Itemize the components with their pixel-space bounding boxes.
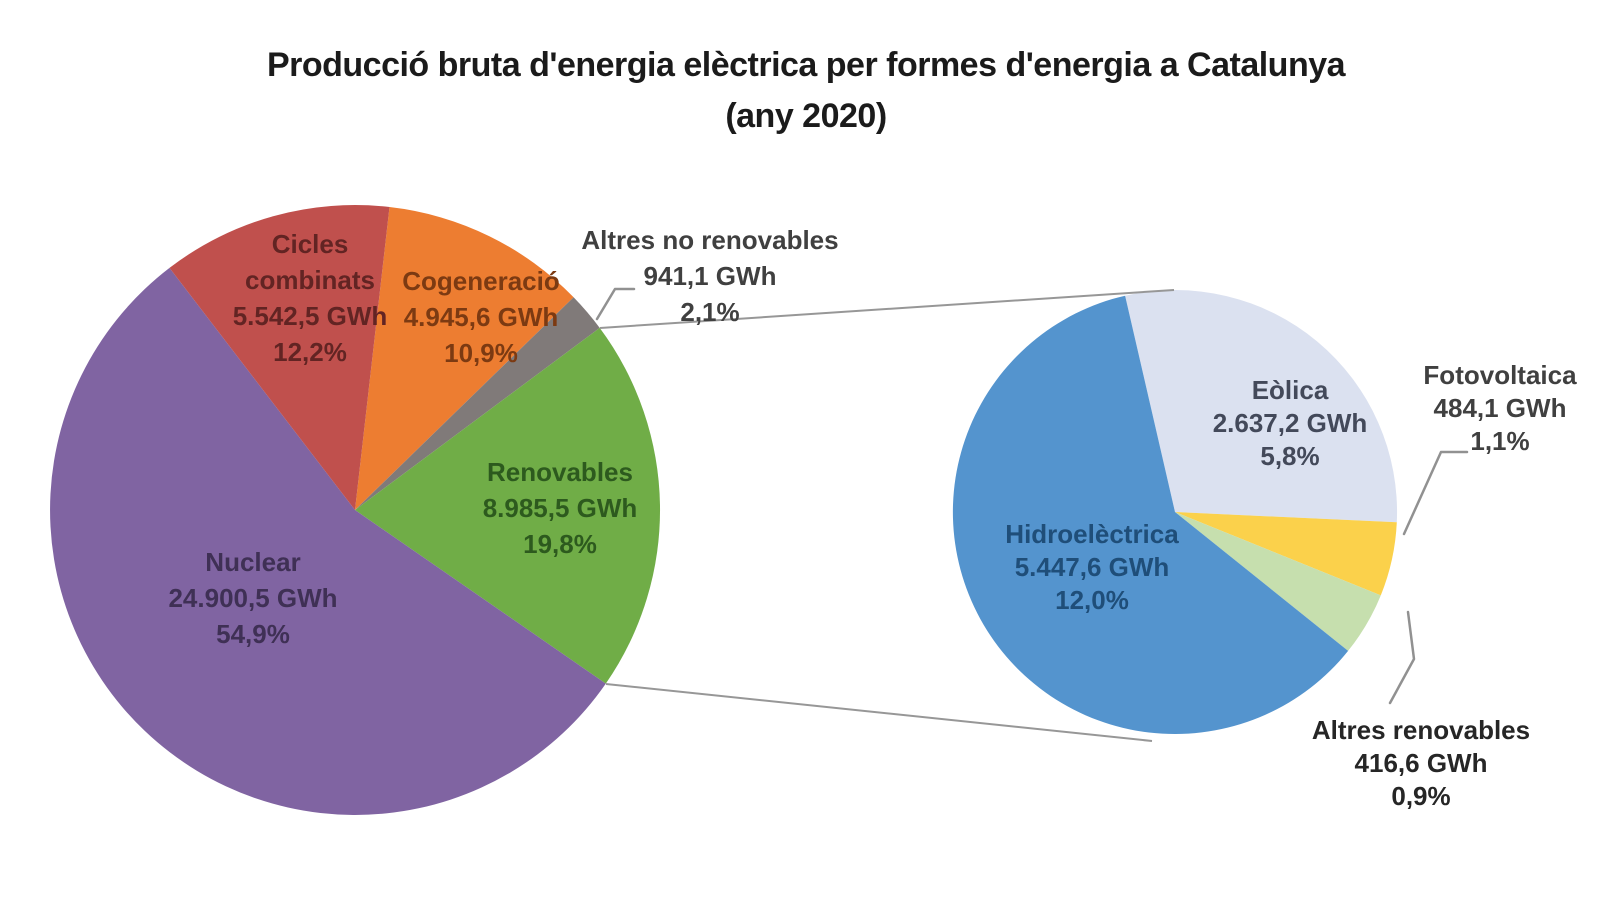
slice-gwh: 4.945,6 GWh [403, 302, 559, 332]
series-line-lower [605, 683, 1153, 742]
leader-altres-no-renovables [595, 287, 636, 321]
slice-pct: 12,2% [273, 337, 347, 367]
label-altres-no-renovables: Altres no renovables 941,1 GWh 2,1% [581, 222, 838, 330]
slice-name: Hidroelèctrica [1005, 519, 1179, 549]
slice-gwh: 416,6 GWh [1354, 748, 1488, 778]
slice-gwh: 941,1 GWh [643, 261, 777, 291]
slice-pct: 0,9% [1391, 781, 1451, 811]
label-eolica: Eòlica 2.637,2 GWh 5,8% [1213, 374, 1368, 473]
slice-pct: 2,1% [680, 297, 740, 327]
slice-name: Fotovoltaica [1423, 360, 1577, 390]
slice-pct: 12,0% [1055, 585, 1129, 615]
slice-name: Cicles combinats [244, 229, 376, 295]
label-hidroelectrica: Hidroelèctrica 5.447,6 GWh 12,0% [1005, 518, 1178, 617]
pie-slice-renovables [355, 327, 661, 684]
label-altres-renovables: Altres renovables 416,6 GWh 0,9% [1312, 714, 1530, 813]
slice-pct: 19,8% [523, 529, 597, 559]
pie-slice-nuclear [50, 267, 606, 815]
secondary-pie [952, 290, 1398, 735]
slice-gwh: 8.985,5 GWh [482, 493, 638, 523]
pie-slice-fotovoltaica [1175, 512, 1397, 596]
slice-pct: 54,9% [216, 619, 290, 649]
chart-title-line1: Producció bruta d'energia elèctrica per … [266, 46, 1346, 84]
label-nuclear: Nuclear 24.900,5 GWh 54,9% [168, 544, 337, 652]
pie-slice-cicles-combinats [169, 205, 390, 511]
leader-lines [595, 287, 1469, 705]
slice-name: Nuclear [205, 547, 301, 577]
pie-slice-altres-no-renovables [355, 297, 600, 510]
label-fotovoltaica: Fotovoltaica 484,1 GWh 1,1% [1423, 359, 1576, 458]
series-line-upper [599, 289, 1175, 329]
pie-slice-cogeneracio [355, 207, 574, 510]
series-lines [599, 289, 1175, 742]
label-cogeneracio: Cogeneració 4.945,6 GWh 10,9% [402, 263, 560, 371]
chart-title-line2: (any 2020) [725, 97, 887, 135]
slice-pct: 10,9% [444, 338, 518, 368]
pie-slice-altres-renovables [1175, 512, 1381, 651]
slice-pct: 5,8% [1260, 441, 1320, 471]
slice-gwh: 2.637,2 GWh [1212, 408, 1368, 438]
chart-title: Producció bruta d'energia elèctrica per … [266, 40, 1346, 142]
slice-gwh: 5.542,5 GWh [232, 301, 388, 331]
pie-slice-eolica [1125, 290, 1398, 523]
leader-fotovoltaica [1402, 450, 1469, 536]
slice-name: Altres renovables [1311, 715, 1531, 745]
slice-pct: 1,1% [1470, 426, 1530, 456]
slice-gwh: 484,1 GWh [1433, 393, 1567, 423]
label-renovables: Renovables 8.985,5 GWh 19,8% [483, 454, 638, 562]
slice-gwh: 24.900,5 GWh [168, 583, 338, 613]
pie-slice-hidroelectrica [952, 295, 1349, 735]
slice-gwh: 5.447,6 GWh [1014, 552, 1170, 582]
slice-name: Altres no renovables [581, 225, 839, 255]
label-cicles-combinats: Cicles combinats 5.542,5 GWh 12,2% [208, 226, 413, 370]
leader-altres-renovables [1388, 610, 1416, 705]
main-pie [50, 205, 661, 815]
slice-name: Cogeneració [402, 266, 560, 296]
slice-name: Renovables [487, 457, 633, 487]
slice-name: Eòlica [1251, 375, 1329, 405]
